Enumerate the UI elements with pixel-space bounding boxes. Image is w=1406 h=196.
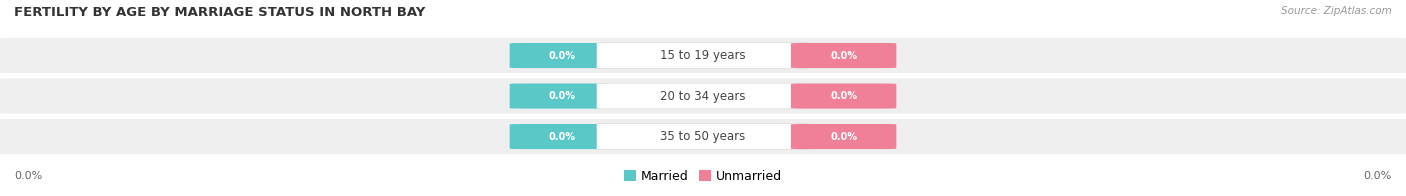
- FancyBboxPatch shape: [0, 119, 1406, 154]
- Text: 0.0%: 0.0%: [548, 132, 576, 142]
- Text: 0.0%: 0.0%: [548, 51, 576, 61]
- FancyBboxPatch shape: [0, 79, 1406, 113]
- FancyBboxPatch shape: [510, 83, 616, 109]
- FancyBboxPatch shape: [510, 43, 616, 68]
- FancyBboxPatch shape: [790, 43, 897, 68]
- Text: 20 to 34 years: 20 to 34 years: [661, 90, 745, 103]
- Text: 0.0%: 0.0%: [830, 132, 858, 142]
- Legend: Married, Unmarried: Married, Unmarried: [619, 165, 787, 188]
- Text: 0.0%: 0.0%: [1364, 171, 1392, 181]
- Text: FERTILITY BY AGE BY MARRIAGE STATUS IN NORTH BAY: FERTILITY BY AGE BY MARRIAGE STATUS IN N…: [14, 6, 426, 19]
- Text: 15 to 19 years: 15 to 19 years: [661, 49, 745, 62]
- FancyBboxPatch shape: [510, 124, 616, 149]
- FancyBboxPatch shape: [596, 83, 810, 109]
- Text: 35 to 50 years: 35 to 50 years: [661, 130, 745, 143]
- FancyBboxPatch shape: [0, 38, 1406, 73]
- Text: Source: ZipAtlas.com: Source: ZipAtlas.com: [1281, 6, 1392, 16]
- Text: 0.0%: 0.0%: [830, 51, 858, 61]
- FancyBboxPatch shape: [790, 124, 897, 149]
- FancyBboxPatch shape: [596, 43, 810, 68]
- FancyBboxPatch shape: [596, 124, 810, 149]
- Text: 0.0%: 0.0%: [14, 171, 42, 181]
- FancyBboxPatch shape: [790, 83, 897, 109]
- Text: 0.0%: 0.0%: [548, 91, 576, 101]
- Text: 0.0%: 0.0%: [830, 91, 858, 101]
